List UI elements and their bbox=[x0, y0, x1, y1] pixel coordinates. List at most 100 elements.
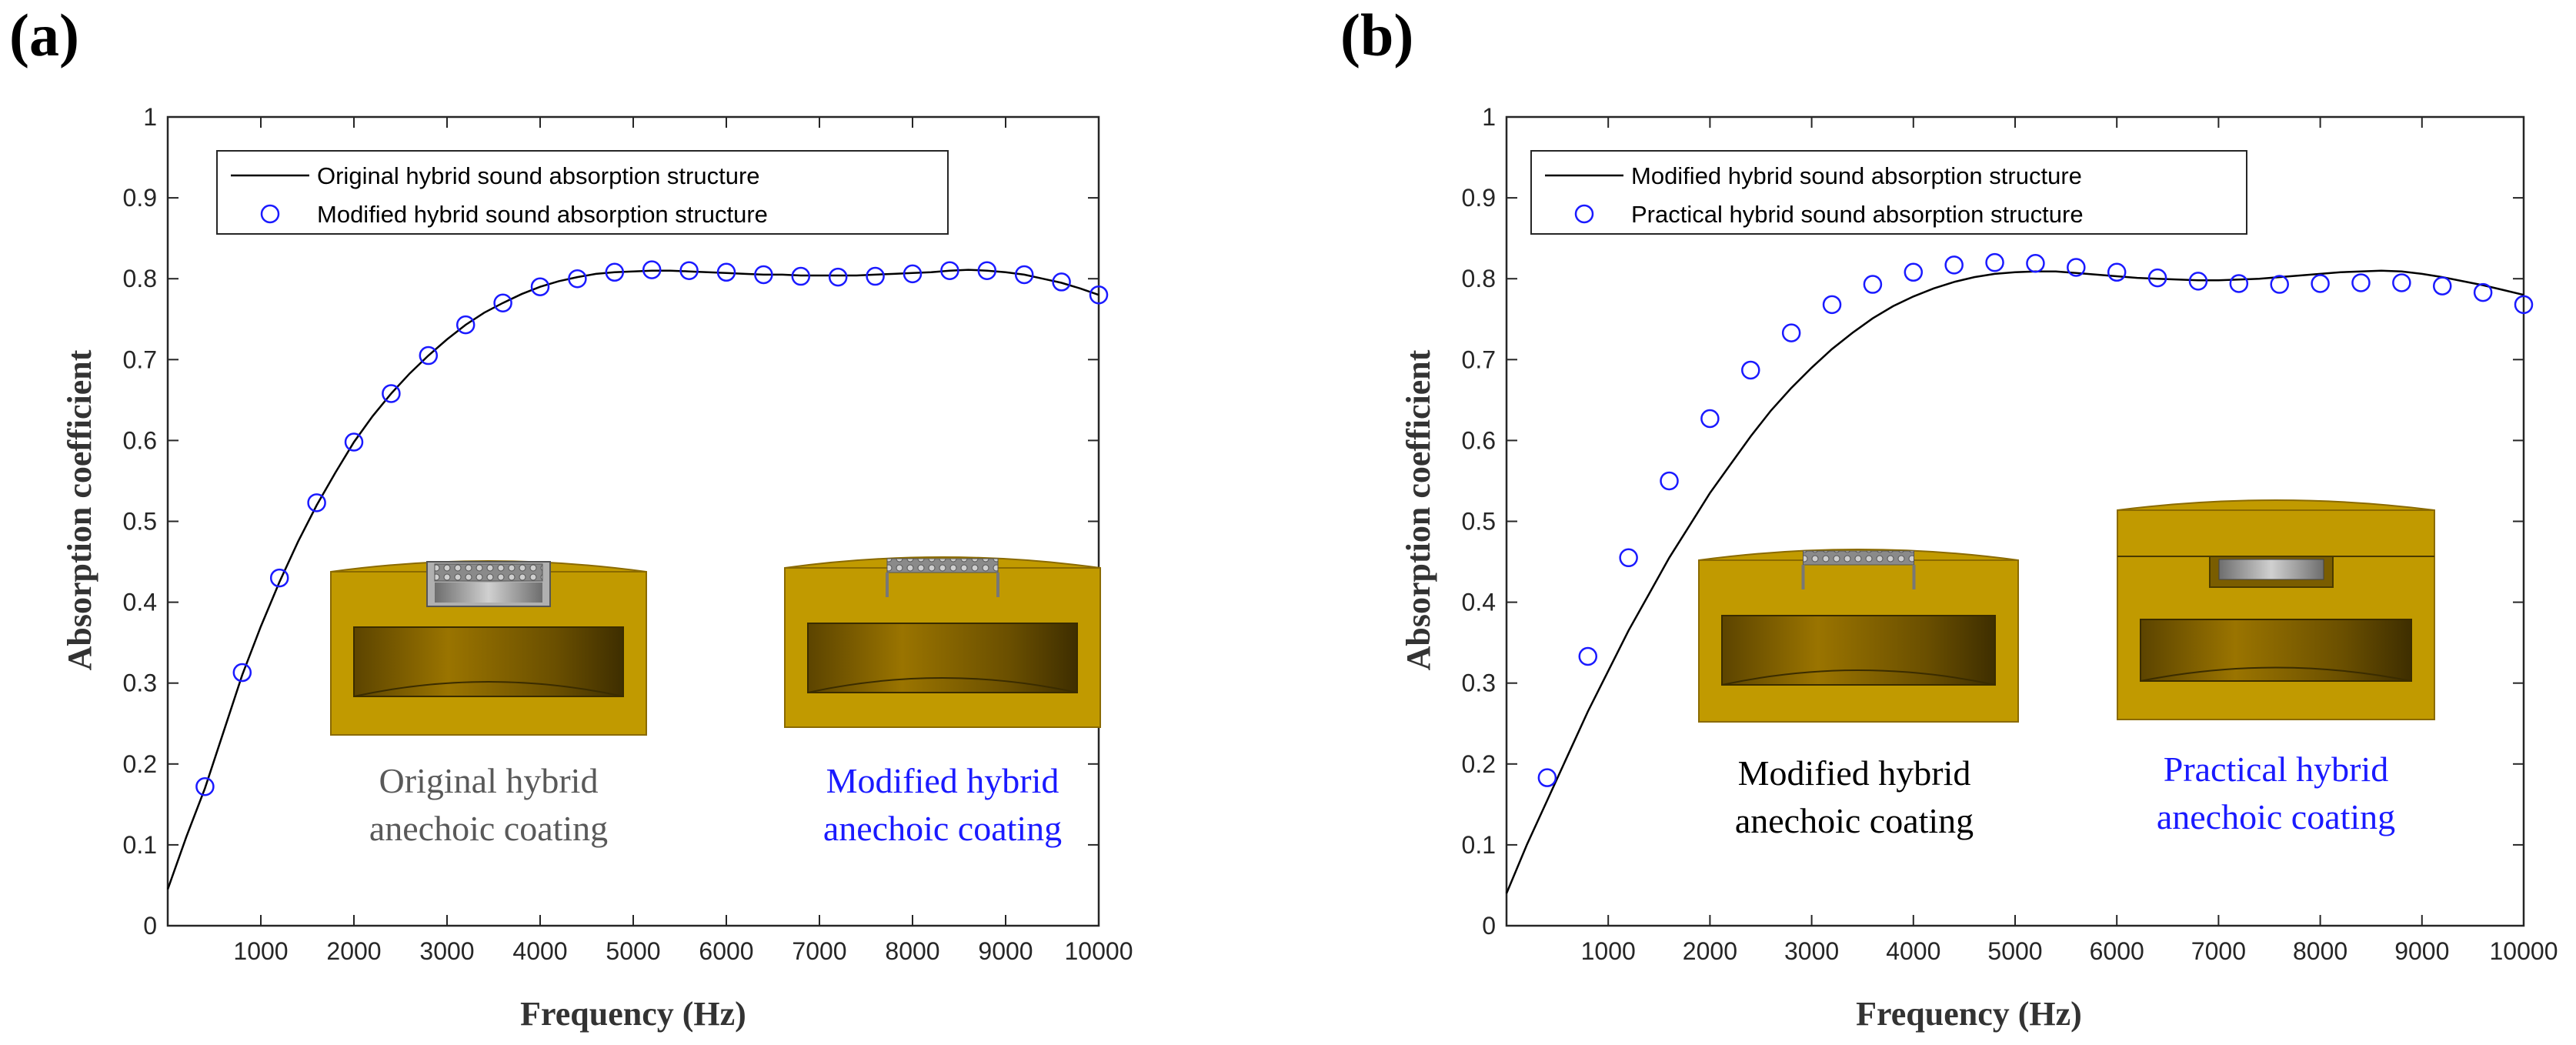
x-tick-label: 6000 bbox=[2090, 937, 2144, 965]
x-tick-label: 1000 bbox=[1581, 937, 1636, 965]
plot-area-b: 0 0.1 0.2 0.3 0.4 0.5 0.6 0.7 0.8 0.9 1 1000 2000 300… bbox=[1462, 103, 2558, 965]
y-tick-label: 0.2 bbox=[1462, 750, 1496, 778]
data-point bbox=[2026, 253, 2045, 273]
inset-cavity bbox=[1721, 615, 1996, 686]
legend-marker-swatch bbox=[1574, 204, 1594, 224]
panel-b: (b) 0 0.1 0.2 0.3 0.4 0.5 0.6 0.7 0.8 0.9 1 1000 200… bbox=[1340, 2, 2558, 1033]
y-tick-label: 0.8 bbox=[1462, 265, 1496, 292]
series-line bbox=[1505, 269, 2524, 894]
inset-perforated-plate bbox=[886, 558, 999, 573]
data-point bbox=[195, 776, 215, 796]
x-tick-label: 7000 bbox=[792, 937, 846, 965]
y-tick-label: 0.3 bbox=[123, 669, 157, 697]
data-point bbox=[344, 432, 364, 452]
inset-cavity-curve bbox=[353, 681, 624, 697]
panel-label-a: (a) bbox=[9, 2, 79, 68]
plot-area-a: 0 0.1 0.2 0.3 0.4 0.5 0.6 0.7 0.8 0.9 1 1000 2000 300… bbox=[123, 103, 1133, 965]
data-point bbox=[1863, 275, 1883, 294]
y-axis-title-b: Absorption coefficient bbox=[1400, 349, 1437, 670]
inset-practical-coating: Practical hybrid anechoic coating bbox=[2117, 499, 2435, 836]
inset-cavity bbox=[807, 623, 1078, 693]
data-point bbox=[903, 264, 923, 284]
data-point bbox=[2473, 282, 2493, 302]
data-point bbox=[940, 261, 959, 280]
data-point bbox=[1619, 548, 1638, 568]
y-tick-label: 0.8 bbox=[123, 265, 157, 292]
y-tick-label: 0.5 bbox=[123, 508, 157, 536]
inset-perforated-plate bbox=[434, 563, 543, 582]
inset-perforated-plate bbox=[1803, 550, 1914, 566]
y-tick-label: 0.1 bbox=[123, 831, 157, 859]
legend-box bbox=[216, 150, 949, 235]
y-tick-label: 0.9 bbox=[123, 184, 157, 212]
x-axis-title-b: Frequency (Hz) bbox=[1856, 995, 2082, 1033]
inset-cavity-curve bbox=[1721, 669, 1996, 686]
data-point bbox=[1537, 768, 1557, 787]
y-tick-label: 0.7 bbox=[1462, 346, 1496, 373]
data-point bbox=[2229, 274, 2249, 293]
data-point bbox=[866, 266, 885, 286]
y-tick-label: 0.2 bbox=[123, 750, 157, 778]
panel-a: (a) 0 0.1 0.2 0.3 0.4 0.5 0.6 0.7 0.8 0.9 1 1000 200… bbox=[9, 2, 1133, 1033]
data-point bbox=[269, 568, 289, 588]
inset-caption-line: anechoic coating bbox=[369, 809, 608, 848]
y-tick-label: 0.5 bbox=[1462, 508, 1496, 536]
data-point bbox=[828, 267, 848, 287]
data-point bbox=[2514, 295, 2534, 315]
x-tick-label: 3000 bbox=[1784, 937, 1839, 965]
inset-plate bbox=[2218, 559, 2324, 580]
y-tick-label: 0.6 bbox=[1462, 426, 1496, 454]
plot-frame bbox=[166, 115, 1100, 927]
series-line bbox=[166, 269, 1099, 890]
data-point bbox=[1985, 252, 2004, 272]
data-point bbox=[605, 262, 625, 282]
data-point bbox=[2392, 273, 2411, 292]
legend-marker-swatch bbox=[260, 204, 280, 224]
data-point bbox=[679, 261, 699, 280]
data-point bbox=[1700, 409, 1720, 429]
data-point bbox=[2107, 262, 2127, 282]
y-tick-label: 0 bbox=[143, 912, 157, 940]
data-point bbox=[1014, 265, 1034, 285]
data-point bbox=[1781, 323, 1801, 342]
x-tick-label: 8000 bbox=[885, 937, 939, 965]
y-tick-label: 0.4 bbox=[123, 589, 157, 616]
data-point bbox=[1741, 360, 1760, 380]
data-point bbox=[530, 277, 550, 296]
data-point bbox=[716, 262, 736, 282]
x-tick-label: 7000 bbox=[2191, 937, 2246, 965]
data-point bbox=[493, 293, 512, 312]
x-tick-label: 9000 bbox=[978, 937, 1033, 965]
x-tick-label: 2000 bbox=[1683, 937, 1737, 965]
data-point bbox=[455, 315, 475, 335]
inset-caption-line: Practical hybrid bbox=[2164, 750, 2389, 789]
x-tick-label: 3000 bbox=[419, 937, 474, 965]
y-tick-label: 0.7 bbox=[123, 346, 157, 373]
data-point bbox=[1052, 272, 1071, 292]
data-point bbox=[568, 269, 587, 289]
y-tick-label: 1 bbox=[143, 103, 157, 131]
data-point bbox=[1578, 646, 1598, 666]
data-point bbox=[2147, 268, 2167, 288]
inset-cavity bbox=[2140, 619, 2412, 682]
data-point bbox=[1944, 255, 1964, 275]
data-point bbox=[642, 260, 662, 279]
data-point bbox=[307, 493, 326, 512]
data-point bbox=[2067, 258, 2086, 277]
data-point bbox=[1089, 285, 1109, 305]
data-point bbox=[382, 384, 401, 403]
y-tick-label: 0.4 bbox=[1462, 589, 1496, 616]
y-axis-title-a: Absorption coefficient bbox=[61, 349, 98, 670]
inset-cavity bbox=[353, 626, 624, 697]
x-tick-label: 5000 bbox=[606, 937, 660, 965]
inset-caption-line: Modified hybrid bbox=[1738, 753, 1971, 793]
data-point bbox=[977, 261, 997, 280]
legend-box bbox=[1530, 150, 2247, 235]
x-tick-label: 8000 bbox=[2293, 937, 2347, 965]
y-tick-label: 1 bbox=[1482, 103, 1496, 131]
data-point bbox=[2188, 272, 2208, 291]
y-tick-label: 0 bbox=[1482, 912, 1496, 940]
inset-disc bbox=[435, 583, 542, 603]
inset-caption-line: Original hybrid bbox=[379, 761, 599, 800]
